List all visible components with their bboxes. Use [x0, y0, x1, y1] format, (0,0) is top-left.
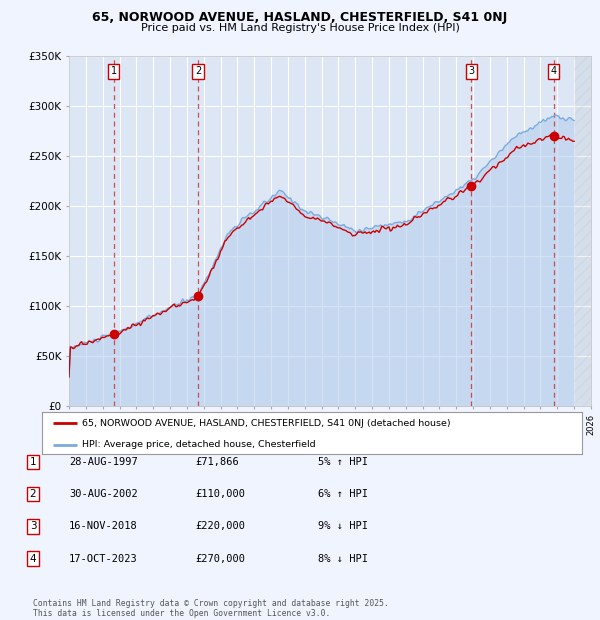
Text: 2: 2: [195, 66, 201, 76]
Text: 9% ↓ HPI: 9% ↓ HPI: [318, 521, 368, 531]
Text: Price paid vs. HM Land Registry's House Price Index (HPI): Price paid vs. HM Land Registry's House …: [140, 23, 460, 33]
Text: 6% ↑ HPI: 6% ↑ HPI: [318, 489, 368, 499]
Text: £220,000: £220,000: [195, 521, 245, 531]
Text: 30-AUG-2002: 30-AUG-2002: [69, 489, 138, 499]
Text: £71,866: £71,866: [195, 457, 239, 467]
Text: 17-OCT-2023: 17-OCT-2023: [69, 554, 138, 564]
Text: 4: 4: [551, 66, 557, 76]
Text: 8% ↓ HPI: 8% ↓ HPI: [318, 554, 368, 564]
Text: 5% ↑ HPI: 5% ↑ HPI: [318, 457, 368, 467]
Text: 3: 3: [29, 521, 37, 531]
Text: 1: 1: [29, 457, 37, 467]
Text: HPI: Average price, detached house, Chesterfield: HPI: Average price, detached house, Ches…: [83, 440, 316, 449]
Text: 16-NOV-2018: 16-NOV-2018: [69, 521, 138, 531]
Text: £110,000: £110,000: [195, 489, 245, 499]
Text: 28-AUG-1997: 28-AUG-1997: [69, 457, 138, 467]
Text: 65, NORWOOD AVENUE, HASLAND, CHESTERFIELD, S41 0NJ (detached house): 65, NORWOOD AVENUE, HASLAND, CHESTERFIEL…: [83, 419, 451, 428]
Text: 1: 1: [111, 66, 117, 76]
Bar: [574, 56, 591, 406]
Text: 65, NORWOOD AVENUE, HASLAND, CHESTERFIELD, S41 0NJ: 65, NORWOOD AVENUE, HASLAND, CHESTERFIEL…: [92, 11, 508, 24]
Text: 4: 4: [29, 554, 37, 564]
Text: £270,000: £270,000: [195, 554, 245, 564]
Text: 2: 2: [29, 489, 37, 499]
Text: 3: 3: [468, 66, 474, 76]
Text: Contains HM Land Registry data © Crown copyright and database right 2025.
This d: Contains HM Land Registry data © Crown c…: [33, 599, 389, 618]
